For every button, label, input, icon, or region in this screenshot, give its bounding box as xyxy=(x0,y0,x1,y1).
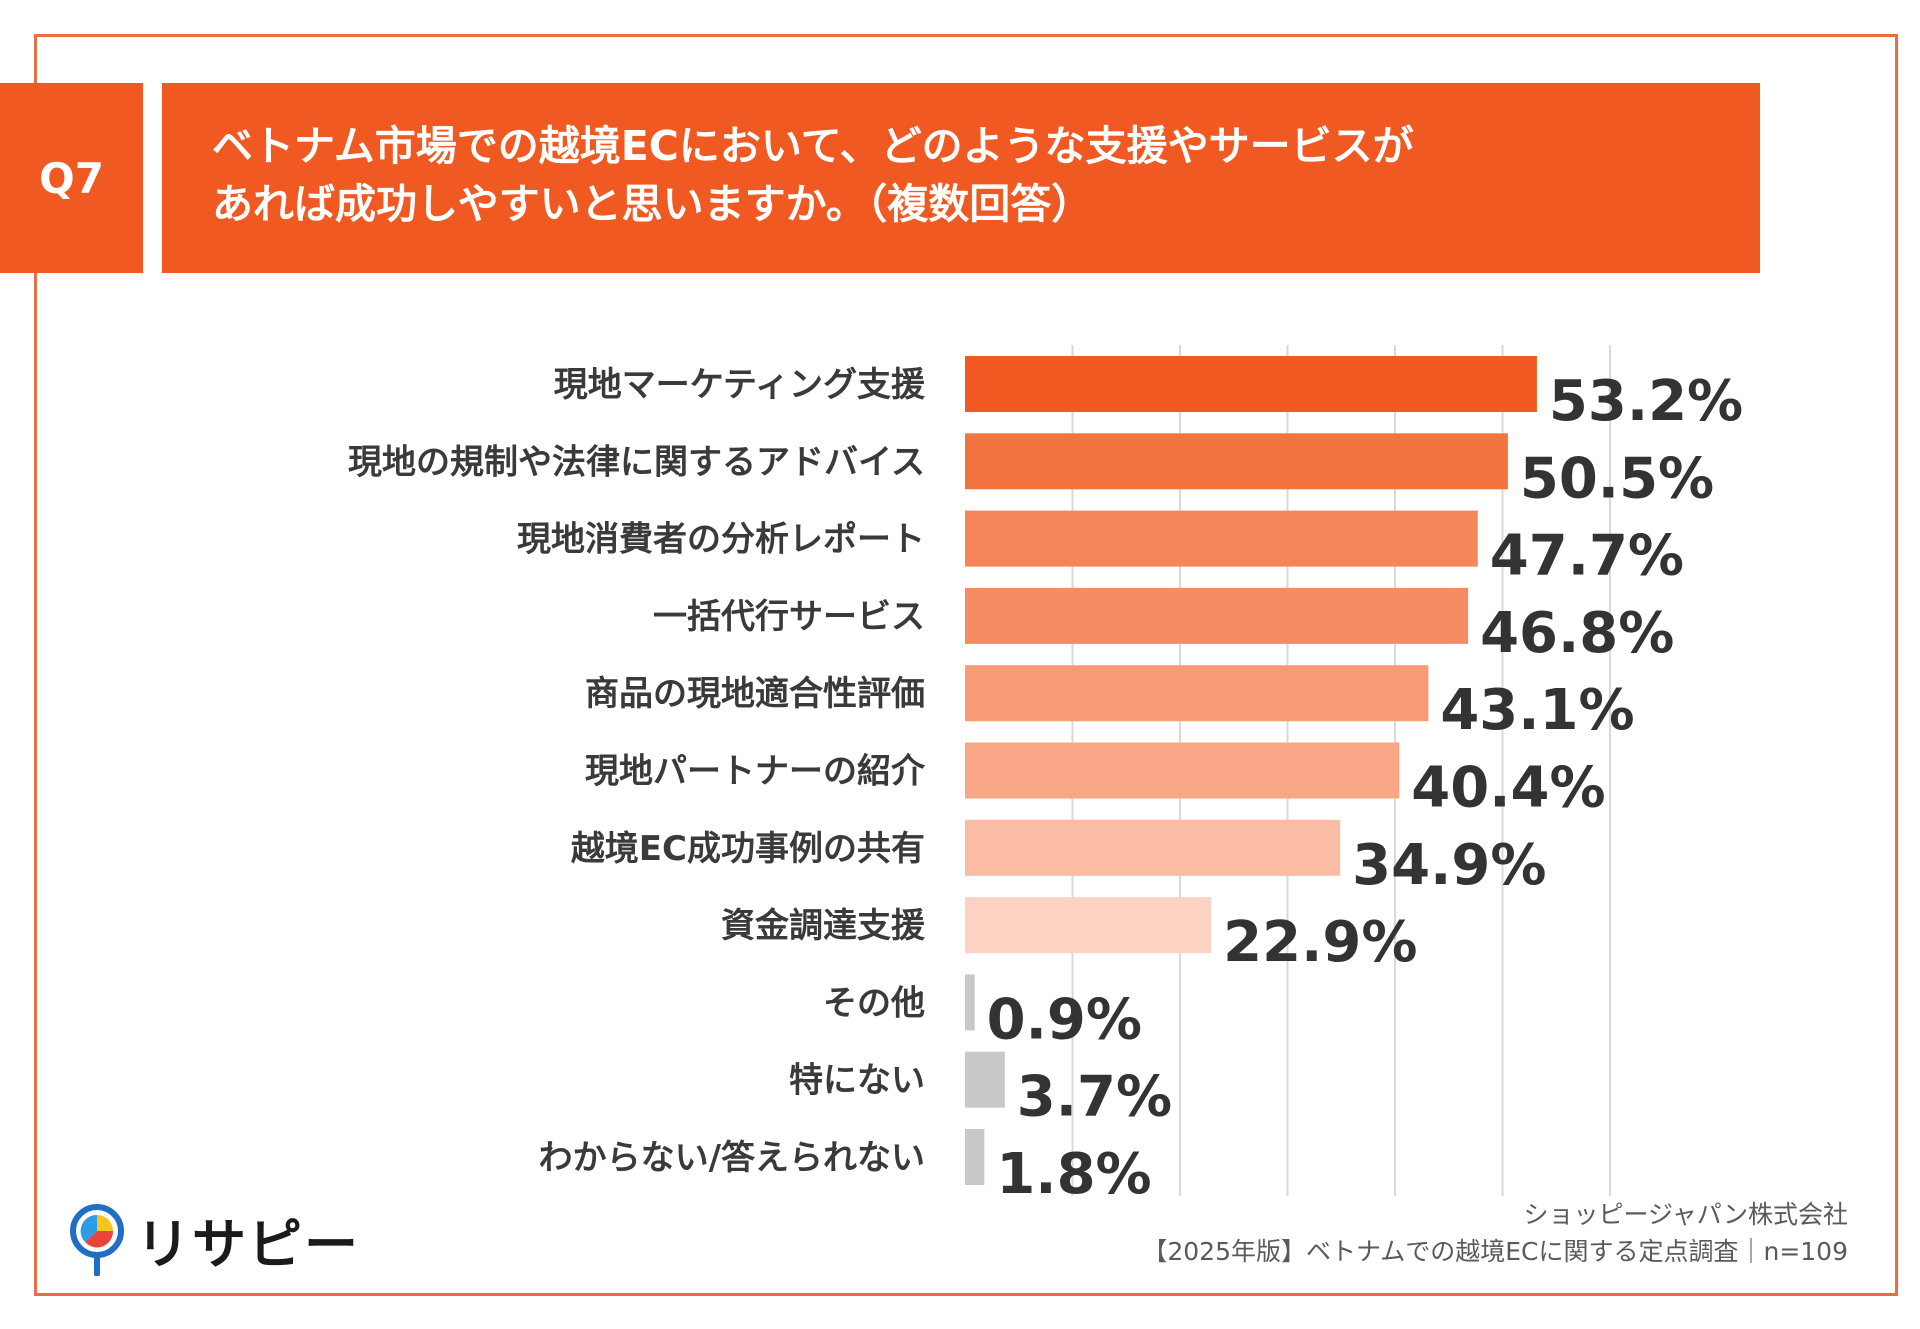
category-label: 現地パートナーの紹介 xyxy=(585,752,926,792)
category-label: わからない/答えられない xyxy=(539,1138,925,1178)
category-label: 一括代行サービス xyxy=(653,597,925,637)
bar xyxy=(965,897,1212,954)
category-label: その他 xyxy=(823,983,925,1023)
category-label: 商品の現地適合性評価 xyxy=(585,674,925,714)
question-number: Q7 xyxy=(39,153,104,203)
footer-survey: 【2025年版】ベトナムでの越境ECに関する定点調査｜n=109 xyxy=(1142,1237,1848,1266)
value-label: 53.2% xyxy=(1549,369,1743,434)
brand-logo: リサピー xyxy=(68,1200,360,1279)
value-label: 47.7% xyxy=(1490,524,1684,589)
value-label: 50.5% xyxy=(1520,446,1714,511)
question-title-line1: ベトナム市場での越境ECにおいて、どのような支援やサービスが xyxy=(212,122,1414,170)
value-label: 34.9% xyxy=(1352,833,1546,898)
category-label: 特にない xyxy=(789,1061,925,1101)
value-label: 0.9% xyxy=(987,987,1142,1052)
value-label: 46.8% xyxy=(1480,601,1674,666)
outer-frame xyxy=(34,34,1898,1296)
category-label: 現地マーケティング支援 xyxy=(554,365,926,405)
footer-company: ショッピージャパン株式会社 xyxy=(1523,1200,1848,1229)
logo-text: リサピー xyxy=(136,1213,360,1276)
category-label: 現地の規制や法律に関するアドバイス xyxy=(348,442,925,482)
value-label: 43.1% xyxy=(1440,678,1634,743)
bar xyxy=(965,974,975,1031)
category-label: 資金調達支援 xyxy=(721,906,926,946)
category-label: 越境EC成功事例の共有 xyxy=(571,829,925,869)
question-title-box: ベトナム市場での越境ECにおいて、どのような支援やサービスが あれば成功しやすい… xyxy=(162,83,1760,273)
value-label: 1.8% xyxy=(996,1142,1151,1207)
question-title-line2: あれば成功しやすいと思いますか。（複数回答） xyxy=(212,180,1093,228)
bar xyxy=(965,510,1478,567)
bar xyxy=(965,665,1429,722)
pin-pie-icon xyxy=(70,1203,124,1276)
question-number-badge: Q7 xyxy=(0,83,143,273)
bar xyxy=(965,742,1400,799)
bar xyxy=(965,356,1537,412)
value-label: 40.4% xyxy=(1411,756,1605,821)
value-label: 22.9% xyxy=(1223,910,1417,975)
bar xyxy=(965,1129,985,1185)
value-label: 3.7% xyxy=(1017,1065,1172,1130)
bar xyxy=(965,433,1508,490)
category-label: 現地消費者の分析レポート xyxy=(517,520,925,560)
bar xyxy=(965,819,1341,876)
bar xyxy=(965,587,1469,644)
bar xyxy=(965,1051,1005,1108)
